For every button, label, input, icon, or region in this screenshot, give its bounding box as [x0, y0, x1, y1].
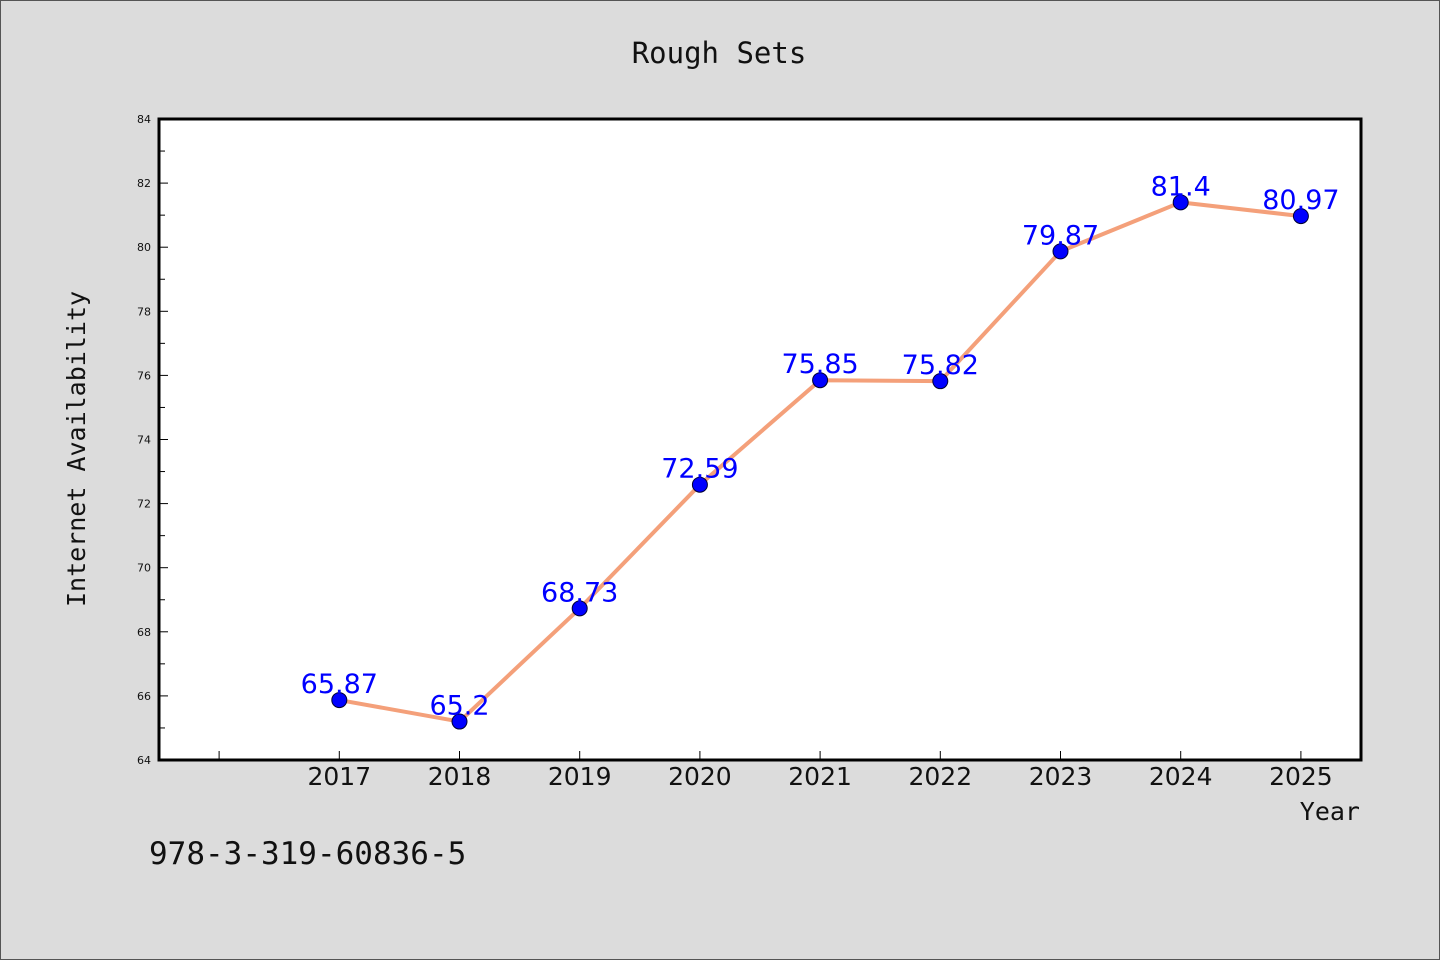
data-label: 68.73 [541, 577, 618, 608]
y-axis-ticks: 64 66 68 70 72 74 76 78 80 82 84 [137, 113, 168, 767]
x-tick-label: 2019 [548, 762, 612, 791]
data-series: 65.87 65.2 68.73 72.59 75.85 75.82 79.87 81.4 80… [301, 171, 1340, 730]
x-tick-label: 2024 [1149, 762, 1213, 791]
data-label: 75.82 [902, 350, 979, 381]
data-label: 79.87 [1022, 220, 1099, 251]
data-point [451, 713, 468, 730]
data-point [331, 692, 348, 709]
isbn-footer: 978-3-319-60836-5 [149, 836, 466, 872]
y-tick-label: 82 [137, 177, 151, 190]
data-label: 72.59 [661, 454, 738, 485]
data-point [812, 372, 829, 389]
data-point [1292, 208, 1309, 225]
data-label: 75.85 [781, 349, 858, 380]
data-point [571, 600, 588, 617]
y-tick-label: 66 [137, 690, 151, 703]
x-tick-label: 2018 [428, 762, 492, 791]
chart-title: Rough Sets [632, 36, 807, 70]
y-tick-label: 80 [137, 241, 151, 254]
data-point [691, 476, 708, 493]
y-tick-label: 78 [137, 305, 151, 318]
data-label: 80.97 [1262, 185, 1339, 216]
x-tick-label: 2020 [668, 762, 732, 791]
y-tick-label: 84 [137, 113, 151, 126]
y-tick-label: 64 [137, 754, 151, 767]
data-point [932, 373, 949, 390]
y-tick-label: 70 [137, 562, 151, 575]
y-tick-label: 76 [137, 369, 151, 382]
x-tick-label: 2023 [1029, 762, 1093, 791]
data-label: 65.2 [429, 691, 489, 722]
y-tick-label: 72 [137, 498, 151, 511]
data-point [1172, 194, 1189, 211]
x-axis-label: Year [1300, 797, 1360, 826]
y-axis-label: Internet Availability [62, 291, 91, 607]
x-tick-label: 2021 [788, 762, 852, 791]
x-tick-label: 2017 [307, 762, 371, 791]
x-axis-ticks: 2017 2018 2019 2020 2021 2022 2023 2024 2025 [218, 751, 1333, 791]
data-point [1052, 243, 1069, 260]
y-tick-label: 74 [137, 434, 151, 447]
y-tick-label: 68 [137, 626, 151, 639]
data-label: 65.87 [301, 669, 378, 700]
plot-area [157, 117, 1363, 762]
x-tick-label: 2022 [908, 762, 972, 791]
data-label: 81.4 [1151, 171, 1211, 202]
x-tick-label: 2025 [1269, 762, 1333, 791]
